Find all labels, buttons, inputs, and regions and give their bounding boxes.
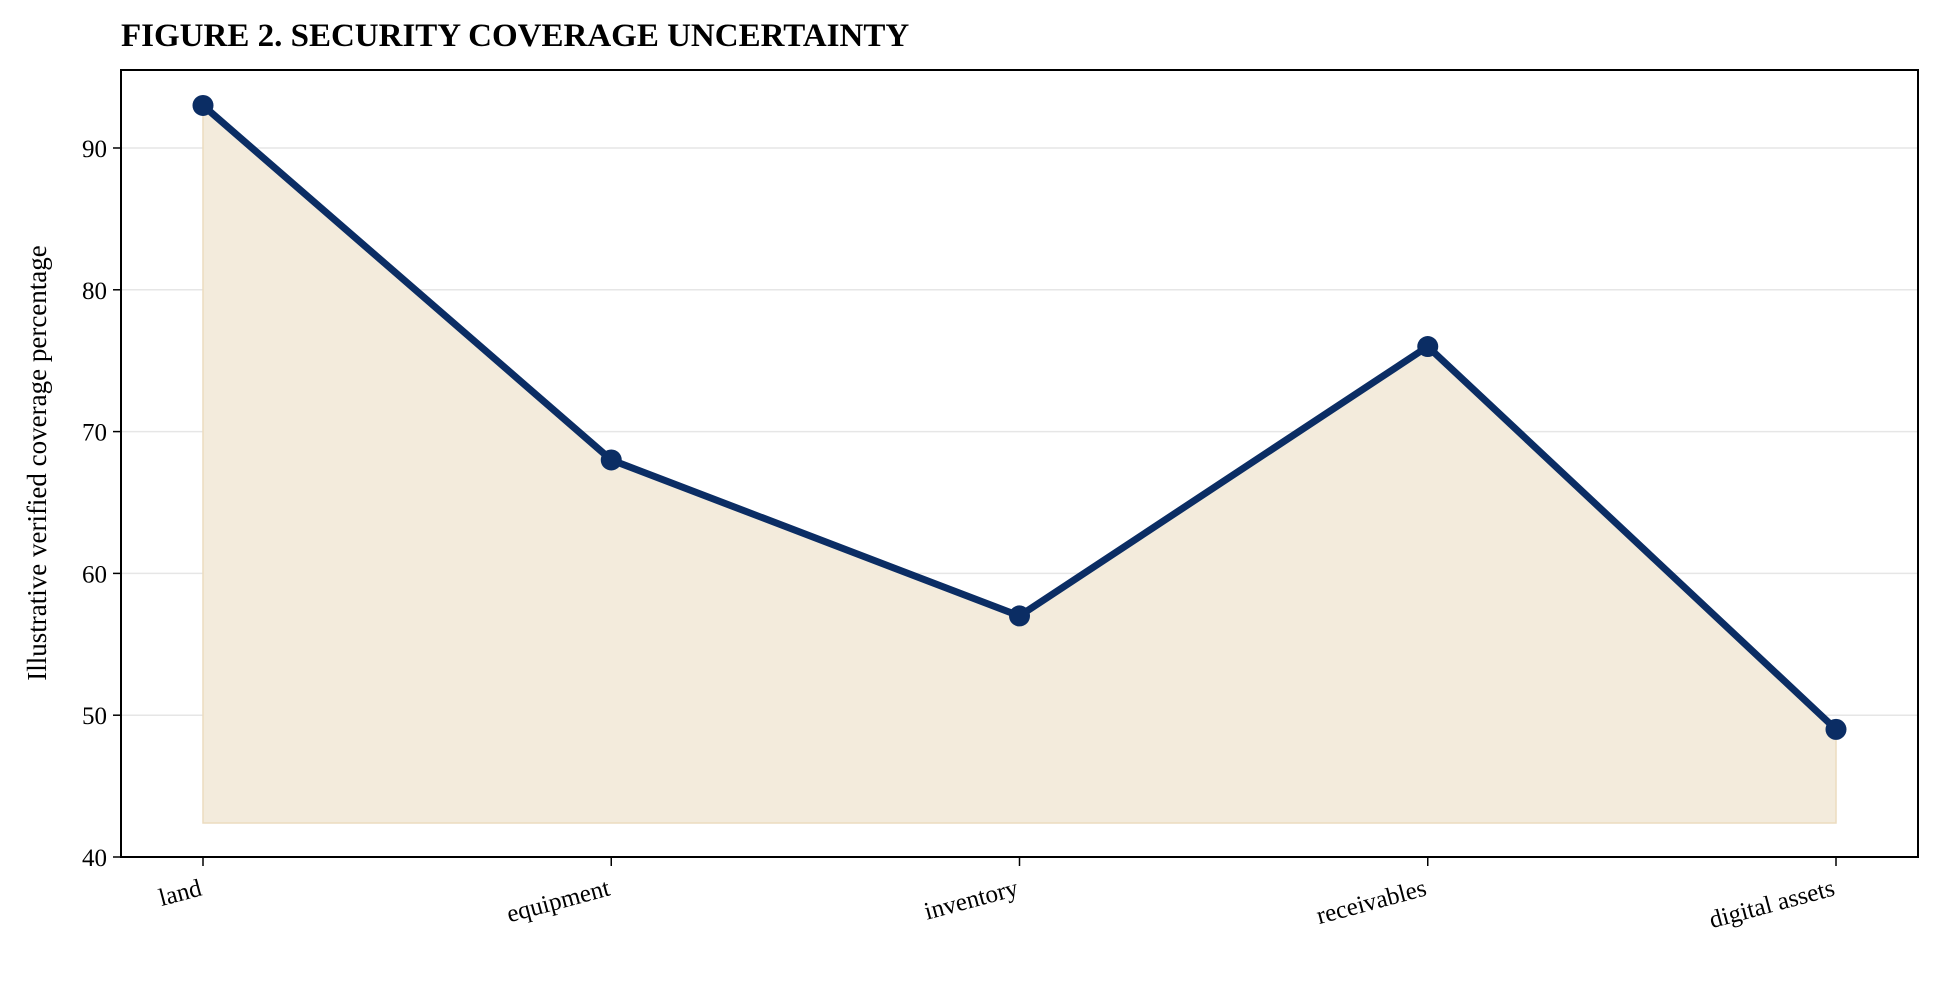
data-point <box>1417 336 1439 358</box>
y-axis: 40 50 60 70 80 90 <box>82 136 121 872</box>
data-point <box>1009 605 1030 627</box>
x-tick-label: digital assets <box>1706 875 1837 934</box>
data-point <box>600 449 622 471</box>
y-axis-label: Illustrative verified coverage percentag… <box>22 245 52 681</box>
y-tick-label: 70 <box>82 420 107 447</box>
area-fill-layer <box>202 103 1837 824</box>
x-tick-label: equipment <box>504 875 613 928</box>
y-tick-label: 90 <box>82 136 107 163</box>
x-axis: land equipment inventory receivables digital… <box>156 857 1838 934</box>
y-tick-label: 40 <box>82 845 107 872</box>
area-fill <box>202 103 1837 824</box>
y-tick-label: 80 <box>82 278 107 305</box>
data-markers <box>192 94 1847 740</box>
chart-title: FIGURE 2. SECURITY COVERAGE UNCERTAINTY <box>121 18 909 54</box>
x-tick-label: land <box>156 875 205 912</box>
x-tick-label: inventory <box>922 875 1022 926</box>
x-tick-label: receivables <box>1314 875 1430 930</box>
data-point <box>192 94 214 116</box>
y-tick-label: 50 <box>82 703 107 730</box>
y-tick-label: 60 <box>82 561 107 588</box>
data-point <box>1825 718 1847 740</box>
